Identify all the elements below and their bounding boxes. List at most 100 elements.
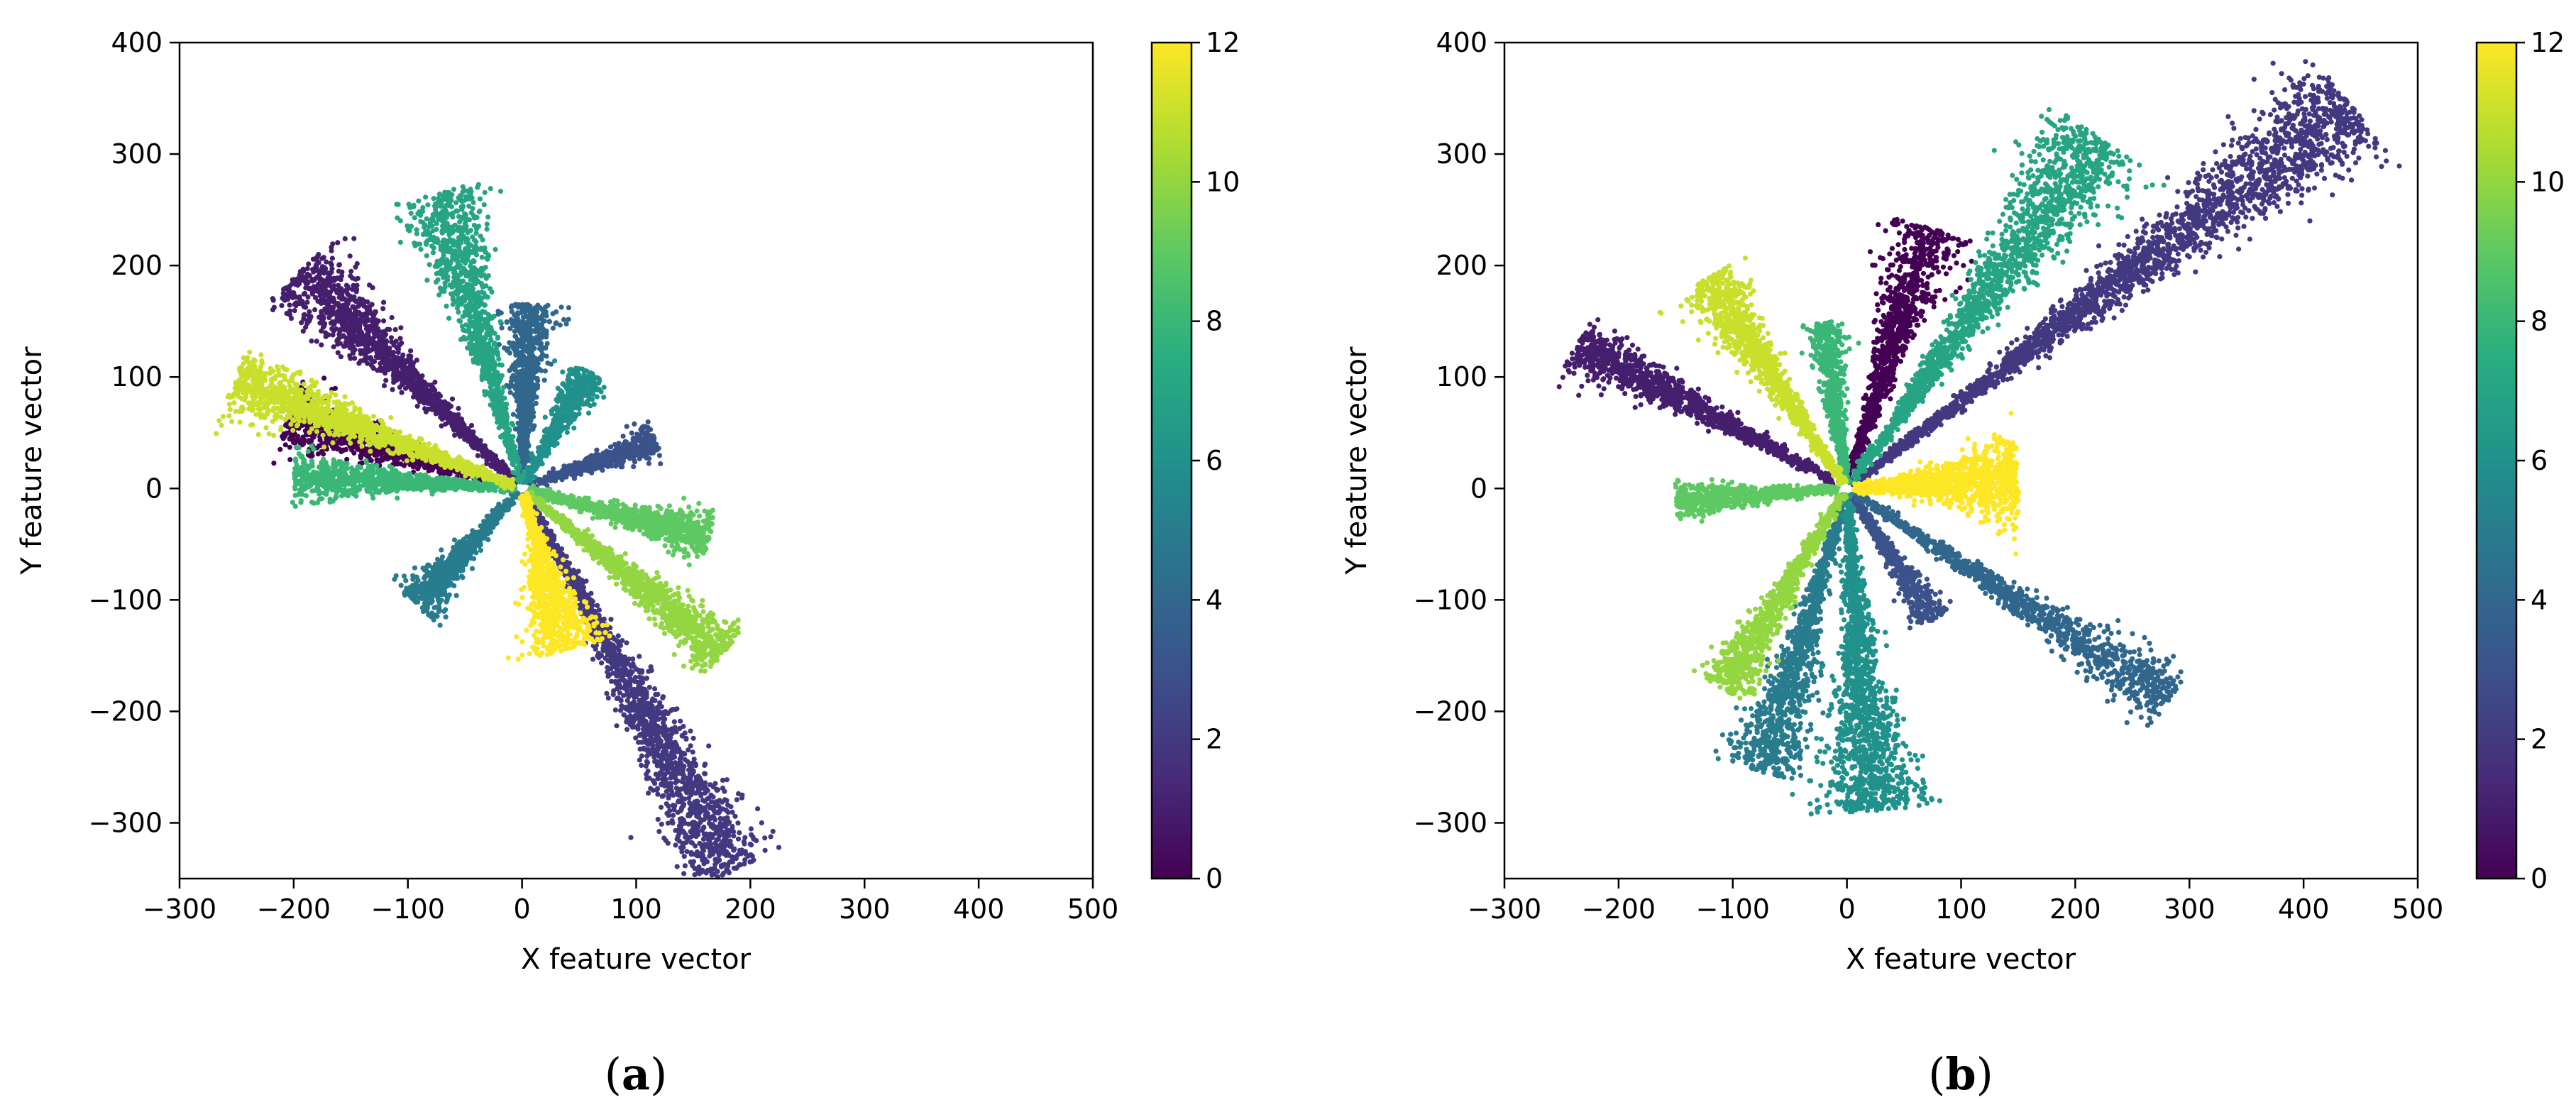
scatter-point xyxy=(693,761,698,766)
scatter-point xyxy=(691,820,698,825)
scatter-point xyxy=(724,849,730,854)
scatter-point xyxy=(301,304,307,309)
scatter-point xyxy=(642,450,648,456)
scatter-point xyxy=(645,419,651,425)
scatter-point xyxy=(770,828,776,834)
scatter-point xyxy=(422,394,428,400)
scatter-point xyxy=(690,809,695,815)
scatter-point xyxy=(443,414,448,421)
scatter-point xyxy=(676,827,682,832)
scatter-point xyxy=(646,461,652,466)
scatter-point xyxy=(719,823,725,830)
scatter-point xyxy=(338,437,343,443)
scatter-point xyxy=(375,355,380,361)
scatter-point xyxy=(319,268,324,275)
scatter-point xyxy=(392,326,398,333)
scatter-point xyxy=(561,317,567,322)
scatter-point xyxy=(287,457,293,463)
scatter-point xyxy=(701,817,707,823)
scatter-point xyxy=(701,825,707,830)
scatter-point xyxy=(655,816,661,823)
scatter-point xyxy=(599,660,605,666)
scatter-point xyxy=(319,342,324,348)
scatter-point xyxy=(369,357,375,363)
scatter-point xyxy=(300,277,306,283)
scatter-point xyxy=(712,810,718,815)
scatter-point xyxy=(571,471,577,477)
scatter-point xyxy=(737,830,742,835)
scatter-point xyxy=(461,429,468,435)
scatter-point xyxy=(365,318,370,324)
scatter-point xyxy=(624,727,630,732)
scatter-point xyxy=(367,282,373,288)
scatter-point xyxy=(668,765,675,771)
scatter-point xyxy=(637,757,643,763)
scatter-point xyxy=(380,306,386,312)
scatter-point xyxy=(670,813,676,818)
scatter-point xyxy=(413,374,419,380)
scatter-point xyxy=(604,691,610,696)
scatter-point xyxy=(271,461,277,466)
scatter-point xyxy=(462,436,468,442)
scatter-point xyxy=(595,650,602,656)
scatter-point xyxy=(394,345,400,351)
scatter-point xyxy=(632,421,637,427)
scatter-point xyxy=(681,871,687,876)
scatter-point xyxy=(632,459,638,465)
scatter-point xyxy=(383,454,389,460)
scatter-point xyxy=(673,707,678,713)
scatter-point xyxy=(348,319,354,325)
scatter-point xyxy=(392,366,397,372)
scatter-point xyxy=(288,316,295,321)
scatter-point xyxy=(588,610,594,615)
scatter-point xyxy=(355,342,360,348)
scatter-point xyxy=(391,370,397,376)
scatter-point xyxy=(304,265,310,271)
scatter-point xyxy=(659,804,664,810)
scatter-point xyxy=(647,703,653,709)
scatter-point xyxy=(644,689,649,695)
scatter-point xyxy=(637,433,643,439)
scatter-point xyxy=(447,420,453,426)
scatter-point xyxy=(755,806,761,812)
scatter-point xyxy=(329,255,335,261)
scatter-point xyxy=(686,747,691,753)
scatter-point xyxy=(727,838,733,844)
scatter-point xyxy=(304,299,310,305)
scatter-point xyxy=(490,452,496,458)
scatter-point xyxy=(660,694,666,700)
scatter-point xyxy=(295,300,300,306)
scatter-point xyxy=(624,640,629,646)
scatter-point xyxy=(305,280,311,286)
scatter-point xyxy=(631,442,637,448)
scatter-point xyxy=(543,304,549,310)
scatter-point xyxy=(748,826,754,832)
scatter-point xyxy=(611,656,617,661)
scatter-point xyxy=(493,466,499,472)
scatter-point xyxy=(281,292,287,298)
scatter-point xyxy=(347,253,353,259)
scatter-point xyxy=(637,456,642,462)
scatter-point xyxy=(682,775,688,781)
scatter-point xyxy=(642,735,647,740)
scatter-point xyxy=(331,446,336,451)
scatter-point xyxy=(358,317,363,322)
scatter-point xyxy=(299,320,304,326)
scatter-point xyxy=(317,277,323,284)
scatter-point xyxy=(456,405,461,412)
scatter-point xyxy=(614,723,620,729)
scatter-point xyxy=(631,688,637,694)
scatter-point xyxy=(399,390,404,395)
scatter-point xyxy=(629,669,635,675)
scatter-point xyxy=(297,269,303,275)
scatter-point xyxy=(356,361,362,366)
scatter-point xyxy=(639,669,645,675)
scatter-point xyxy=(354,260,360,267)
scatter-point xyxy=(727,859,732,865)
scatter-point xyxy=(343,302,348,307)
scatter-point xyxy=(416,385,422,391)
scatter-point xyxy=(632,678,638,685)
scatter-point xyxy=(762,835,768,841)
scatter-point xyxy=(648,450,654,456)
scatter-point xyxy=(321,451,326,457)
